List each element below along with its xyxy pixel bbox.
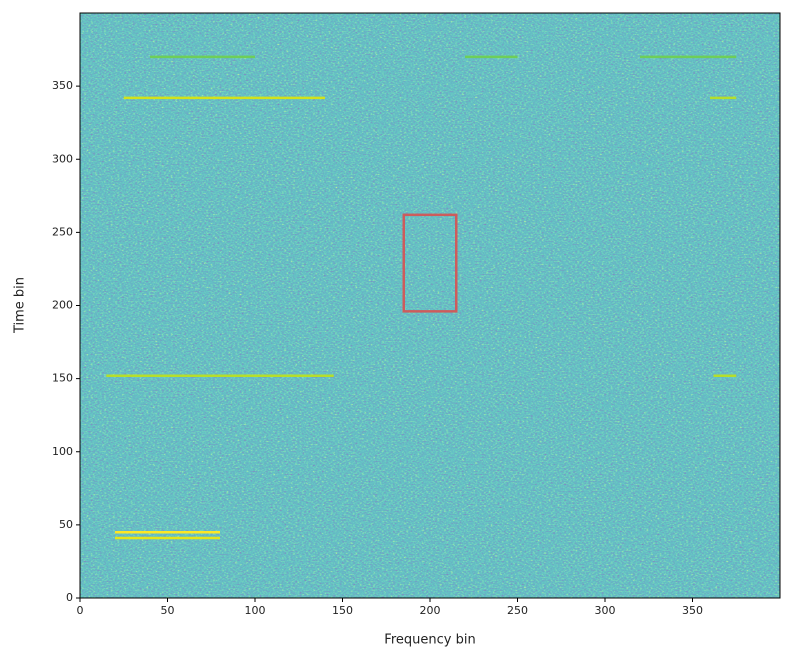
y-tick-label: 250 (52, 225, 73, 238)
y-axis-label: Time bin (13, 277, 28, 334)
x-tick-label: 300 (595, 604, 616, 617)
heatmap-texture (80, 13, 780, 598)
y-tick-label: 0 (66, 591, 73, 604)
y-tick-label: 200 (52, 299, 73, 312)
x-axis-label: Frequency bin (384, 633, 475, 648)
x-tick-label: 350 (682, 604, 703, 617)
y-tick-label: 300 (52, 152, 73, 165)
y-tick-label: 100 (52, 445, 73, 458)
x-tick-label: 150 (332, 604, 353, 617)
y-tick-label: 350 (52, 79, 73, 92)
x-tick-label: 250 (507, 604, 528, 617)
x-tick-label: 0 (77, 604, 84, 617)
x-tick-label: 100 (245, 604, 266, 617)
highlight-box (402, 213, 458, 313)
y-tick-label: 50 (59, 518, 73, 531)
y-tick-label: 150 (52, 372, 73, 385)
x-tick-label: 50 (161, 604, 175, 617)
x-tick-label: 200 (420, 604, 441, 617)
